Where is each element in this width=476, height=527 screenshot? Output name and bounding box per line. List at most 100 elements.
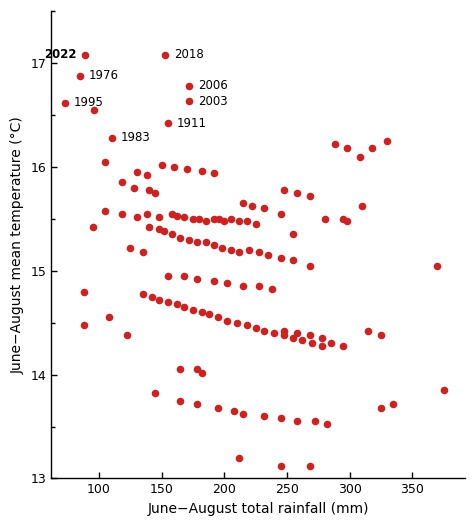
Point (368, 144, 376, 152)
Point (180, 303, 188, 311)
Point (127, 243, 134, 252)
Point (162, 51, 169, 59)
Point (139, 289, 147, 298)
Point (164, 272, 172, 280)
Point (81, 51, 89, 59)
Point (239, 410, 247, 418)
Point (180, 272, 188, 280)
Point (252, 220, 259, 228)
Point (293, 417, 301, 426)
Point (61, 99, 69, 107)
Point (173, 211, 180, 220)
Point (327, 339, 335, 348)
Point (214, 313, 222, 321)
Point (248, 202, 256, 211)
Point (277, 209, 285, 218)
Point (210, 169, 218, 178)
Point (151, 389, 159, 397)
Point (277, 414, 285, 423)
Point (198, 308, 206, 317)
Point (318, 334, 326, 343)
Point (440, 386, 447, 394)
Text: 1911: 1911 (177, 117, 207, 130)
Point (105, 313, 113, 321)
Point (339, 341, 347, 350)
Point (323, 420, 331, 428)
Point (151, 189, 159, 197)
Point (260, 412, 268, 421)
Text: 2018: 2018 (174, 48, 204, 61)
Point (289, 256, 297, 265)
Point (383, 136, 391, 145)
Point (377, 404, 385, 412)
Text: 1976: 1976 (89, 69, 119, 82)
Point (293, 329, 301, 337)
Point (210, 241, 218, 249)
Point (218, 243, 226, 252)
Point (306, 462, 313, 470)
Point (183, 165, 190, 173)
Point (80, 320, 88, 329)
Text: 2022: 2022 (44, 48, 77, 61)
Point (365, 327, 372, 335)
Point (256, 248, 263, 256)
Point (155, 212, 163, 221)
Point (198, 167, 206, 175)
Point (155, 296, 163, 304)
Point (148, 292, 156, 301)
Text: 1995: 1995 (74, 96, 104, 109)
Point (164, 298, 172, 306)
Point (271, 329, 278, 337)
Point (321, 214, 328, 223)
Point (223, 279, 231, 287)
Point (318, 341, 326, 350)
Point (239, 282, 247, 290)
Y-axis label: June−August mean temperature (°C): June−August mean temperature (°C) (11, 116, 25, 374)
Point (358, 202, 366, 211)
Point (189, 214, 197, 223)
Point (339, 214, 347, 223)
Point (170, 163, 178, 171)
Point (143, 171, 150, 179)
Point (89, 223, 97, 231)
X-axis label: June−August total rainfall (mm): June−August total rainfall (mm) (148, 502, 369, 516)
Point (158, 161, 166, 169)
Point (277, 254, 285, 262)
Point (298, 336, 306, 345)
Point (101, 158, 109, 166)
Text: 1983: 1983 (120, 131, 150, 144)
Point (177, 365, 184, 374)
Point (311, 417, 318, 426)
Point (216, 214, 223, 223)
Point (377, 331, 385, 339)
Point (243, 320, 251, 329)
Point (306, 261, 313, 270)
Point (260, 204, 268, 213)
Point (145, 186, 153, 194)
Text: 2006: 2006 (198, 80, 228, 92)
Point (246, 246, 253, 254)
Point (133, 212, 140, 221)
Point (193, 399, 200, 408)
Point (193, 365, 200, 374)
Point (160, 227, 168, 236)
Point (189, 306, 197, 315)
Point (356, 152, 364, 161)
Point (164, 119, 172, 128)
Point (186, 82, 193, 90)
Point (281, 327, 288, 335)
Point (108, 134, 115, 142)
Point (331, 140, 338, 148)
Point (177, 396, 184, 405)
Point (133, 168, 140, 177)
Point (168, 230, 176, 239)
Point (390, 399, 397, 408)
Point (243, 217, 251, 225)
Point (193, 275, 200, 284)
Point (173, 300, 180, 308)
Point (281, 186, 288, 194)
Point (233, 318, 241, 327)
Point (202, 238, 209, 246)
Point (210, 277, 218, 285)
Point (277, 462, 285, 470)
